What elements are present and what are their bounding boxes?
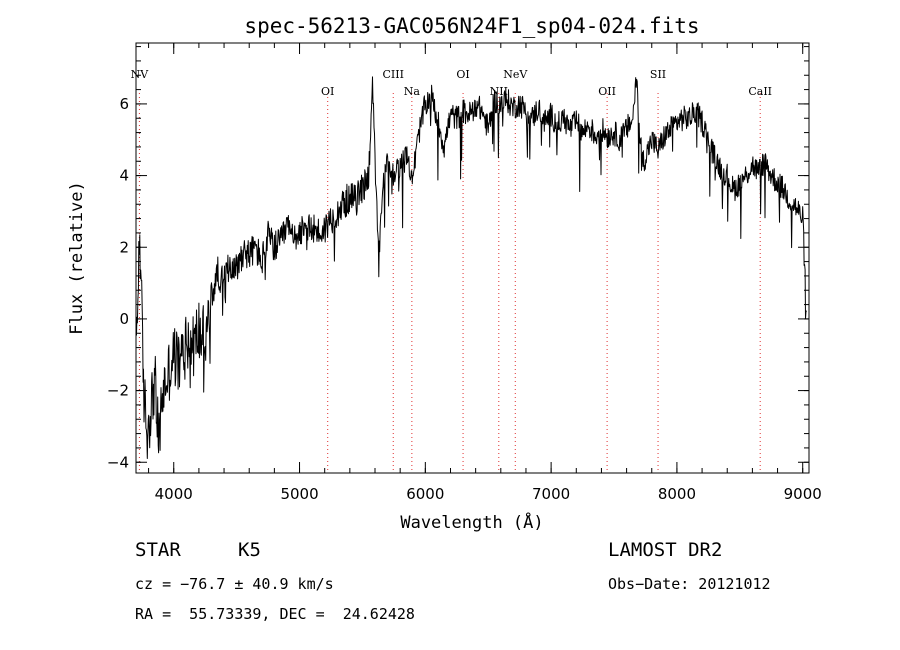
y-tick-label: −4 <box>107 453 129 471</box>
y-tick-label: 2 <box>119 238 129 256</box>
x-tick-label: 9000 <box>784 485 822 503</box>
object-subclass: K5 <box>238 539 261 561</box>
line-label: NeV <box>503 68 528 81</box>
plot-frame <box>135 42 810 474</box>
x-tick-label: 8000 <box>658 485 696 503</box>
y-tick-label: 0 <box>119 310 129 328</box>
x-tick-label: 6000 <box>406 485 444 503</box>
survey-name: LAMOST DR2 <box>608 539 723 561</box>
line-label: CIII <box>383 68 404 81</box>
object-class: STAR <box>135 539 181 561</box>
y-tick-label: −2 <box>107 382 129 400</box>
x-tick-label: 7000 <box>532 485 570 503</box>
y-tick-label: 4 <box>119 167 129 185</box>
x-axis-label: Wavelength (Å) <box>400 511 543 533</box>
ra-dec-coordinates: RA = 55.73339, DEC = 24.62428 <box>135 605 415 623</box>
y-axis: −4 −2 0 2 4 6 <box>107 46 809 471</box>
x-tick-label: 4000 <box>155 485 193 503</box>
x-tick-label: 5000 <box>280 485 318 503</box>
y-tick-label: 6 <box>119 95 129 113</box>
line-label: Na <box>404 85 421 98</box>
line-label: CaII <box>748 85 772 98</box>
observation-date: Obs−Date: 20121012 <box>608 575 771 593</box>
y-axis-label: Flux (relative) <box>67 181 87 335</box>
line-label: OI <box>321 85 334 98</box>
line-label: NV <box>131 68 150 81</box>
chart-title: spec-56213-GAC056N24F1_sp04-024.fits <box>244 14 699 38</box>
x-axis: 4000 5000 6000 7000 8000 9000 <box>148 43 822 503</box>
line-label: OI <box>456 68 469 81</box>
spectrum-series <box>135 76 807 459</box>
line-label: OII <box>598 85 616 98</box>
redshift-cz: cz = −76.7 ± 40.9 km/s <box>135 575 334 593</box>
spectrum-line <box>135 76 807 459</box>
line-label: SII <box>650 68 666 81</box>
